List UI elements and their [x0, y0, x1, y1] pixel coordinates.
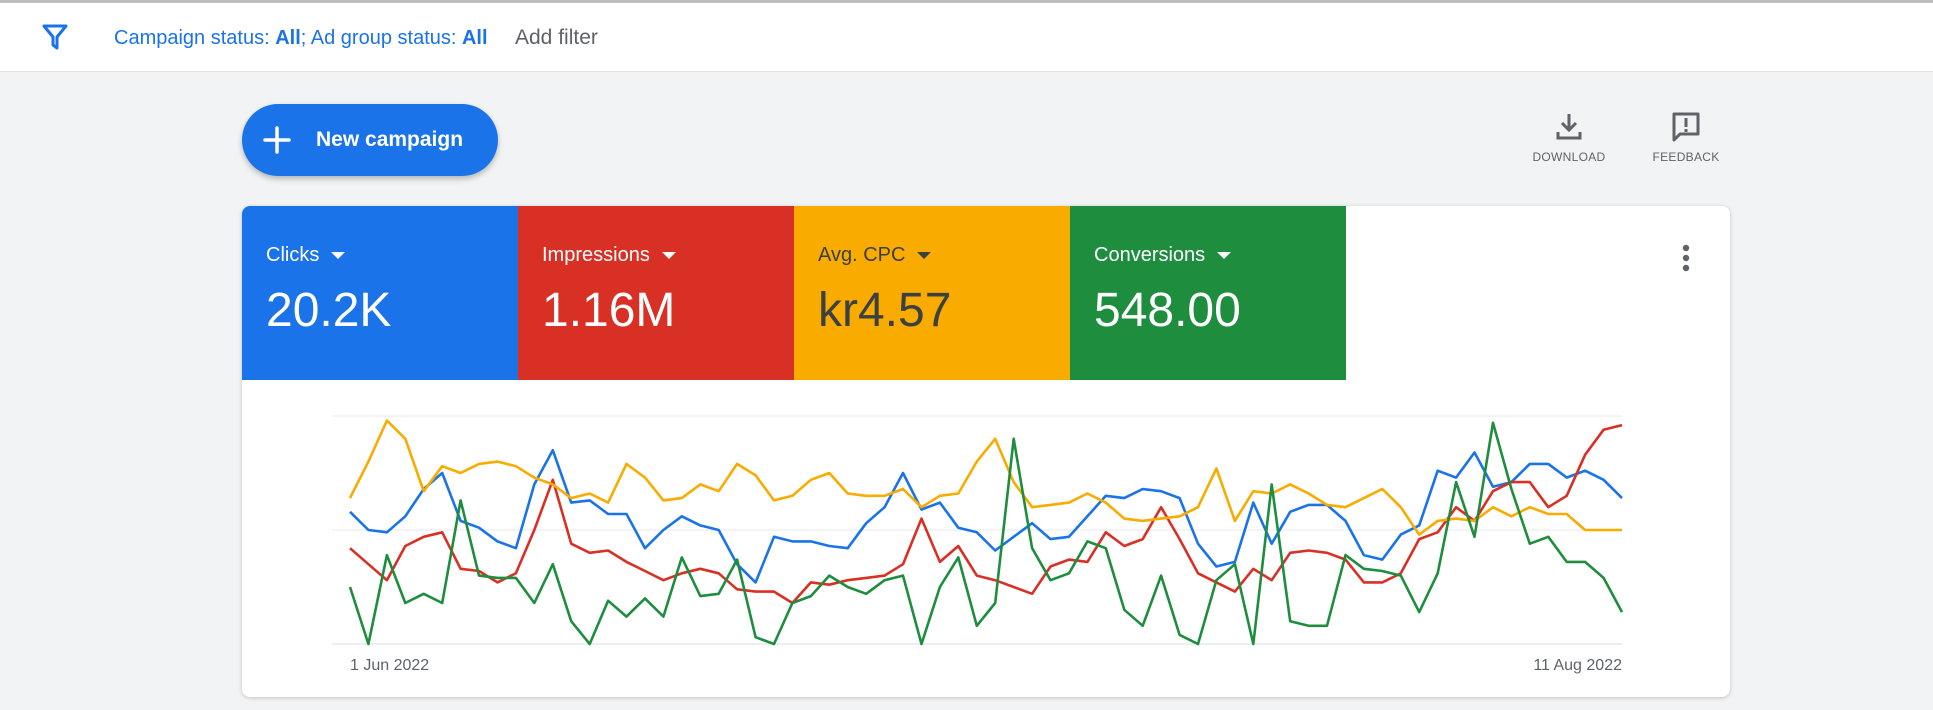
metric-conversions-label: Conversions	[1094, 244, 1206, 266]
campaign-status-value: All	[275, 27, 301, 49]
metric-conversions-dropdown[interactable]: Conversions	[1094, 244, 1322, 267]
download-button[interactable]: DOWNLOAD	[1524, 110, 1614, 170]
metric-avg-cpc[interactable]: Avg. CPC kr4.57	[794, 206, 1070, 380]
series-line-2	[348, 419, 1622, 536]
new-campaign-button[interactable]: New campaign	[242, 104, 498, 176]
ad-group-status-value: All	[461, 27, 488, 49]
performance-chart: 1 Jun 2022 11 Aug 2022	[332, 415, 1624, 674]
metric-conversions-value: 548.00	[1094, 284, 1241, 337]
metric-conversions[interactable]: Conversions 548.00	[1070, 206, 1346, 380]
download-label: DOWNLOAD	[1532, 150, 1606, 164]
new-campaign-label: New campaign	[316, 128, 464, 151]
plus-icon	[263, 126, 291, 154]
metric-avg-cpc-label: Avg. CPC	[818, 244, 906, 266]
more-vert-icon[interactable]	[1682, 244, 1690, 272]
filter-icon[interactable]	[42, 23, 68, 51]
add-filter-button[interactable]: Add filter	[515, 26, 598, 49]
series-line-3	[348, 421, 1624, 646]
filter-bar: Campaign status: All; Ad group status: A…	[0, 0, 1933, 72]
caret-down-icon	[917, 252, 932, 259]
metric-impressions[interactable]: Impressions 1.16M	[518, 206, 794, 380]
metric-impressions-value: 1.16M	[542, 284, 676, 337]
performance-card: Clicks 20.2K Impressions 1.16M Avg. CPC …	[242, 206, 1730, 697]
feedback-button[interactable]: FEEDBACK	[1641, 110, 1731, 170]
filter-separator: ;	[300, 27, 311, 49]
x-tick-end: 11 Aug 2022	[1533, 657, 1622, 674]
x-tick-start: 1 Jun 2022	[350, 657, 429, 674]
download-icon	[1556, 114, 1582, 140]
metric-impressions-dropdown[interactable]: Impressions	[542, 244, 770, 267]
metric-avg-cpc-value: kr4.57	[818, 284, 952, 337]
feedback-label: FEEDBACK	[1652, 150, 1720, 164]
metric-clicks-value: 20.2K	[266, 284, 392, 337]
feedback-icon	[1672, 112, 1700, 142]
metric-clicks[interactable]: Clicks 20.2K	[242, 206, 518, 380]
series-line-1	[349, 423, 1623, 605]
series-line-0	[349, 448, 1623, 584]
metric-impressions-label: Impressions	[542, 244, 650, 266]
metric-avg-cpc-dropdown[interactable]: Avg. CPC	[818, 244, 1046, 267]
caret-down-icon	[661, 252, 676, 259]
metric-clicks-label: Clicks	[266, 244, 320, 266]
caret-down-icon	[331, 252, 346, 259]
caret-down-icon	[1217, 252, 1232, 259]
ad-group-status-label: Ad group status:	[310, 27, 462, 49]
status-filter-chip[interactable]: Campaign status: All; Ad group status: A…	[114, 27, 488, 50]
campaign-status-label: Campaign status:	[114, 27, 276, 49]
metric-clicks-dropdown[interactable]: Clicks	[266, 244, 494, 267]
